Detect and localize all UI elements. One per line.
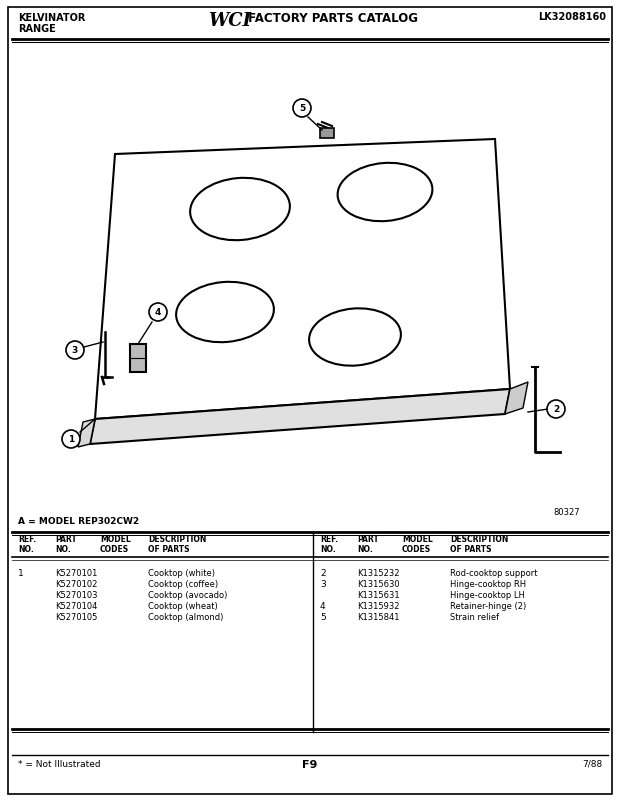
Ellipse shape [176,282,274,342]
Text: K1315630: K1315630 [357,579,400,588]
Text: A = MODEL REP302CW2: A = MODEL REP302CW2 [18,516,139,525]
Text: REF.
NO.: REF. NO. [320,534,338,553]
FancyBboxPatch shape [130,345,146,373]
Text: 3: 3 [72,346,78,354]
Text: * = Not Illustrated: * = Not Illustrated [18,759,100,768]
Circle shape [547,400,565,419]
Text: Cooktop (wheat): Cooktop (wheat) [148,602,218,610]
Text: FACTORY PARTS CATALOG: FACTORY PARTS CATALOG [244,12,418,25]
FancyBboxPatch shape [320,129,334,139]
Text: K5270105: K5270105 [55,612,97,622]
Text: K5270103: K5270103 [55,590,97,599]
Text: F9: F9 [303,759,317,769]
Text: 5: 5 [320,612,326,622]
Text: MODEL
CODES: MODEL CODES [100,534,131,553]
Text: PART
NO.: PART NO. [55,534,77,553]
Text: Cooktop (white): Cooktop (white) [148,569,215,577]
Text: Retainer-hinge (2): Retainer-hinge (2) [450,602,526,610]
Text: 4: 4 [155,308,161,317]
Text: K5270101: K5270101 [55,569,97,577]
Text: Hinge-cooktop RH: Hinge-cooktop RH [450,579,526,588]
Polygon shape [90,390,510,444]
Text: K5270102: K5270102 [55,579,97,588]
Text: PART
NO.: PART NO. [357,534,379,553]
Text: 2: 2 [320,569,326,577]
Text: 3: 3 [320,579,326,588]
Circle shape [293,100,311,118]
Text: Cooktop (coffee): Cooktop (coffee) [148,579,218,588]
Circle shape [62,431,80,448]
Text: MODEL
CODES: MODEL CODES [402,534,433,553]
Circle shape [149,304,167,322]
Circle shape [66,342,84,359]
Text: K1315232: K1315232 [357,569,399,577]
Text: 80327: 80327 [554,508,580,516]
Text: KELVINATOR: KELVINATOR [18,13,86,23]
Text: 4: 4 [320,602,326,610]
Text: DESCRIPTION
OF PARTS: DESCRIPTION OF PARTS [148,534,206,553]
FancyBboxPatch shape [8,8,612,794]
Ellipse shape [309,309,401,367]
Text: 1: 1 [18,569,24,577]
Text: 2: 2 [553,404,559,414]
Text: K1315932: K1315932 [357,602,399,610]
Polygon shape [505,383,528,415]
Text: K1315631: K1315631 [357,590,400,599]
Text: K1315841: K1315841 [357,612,399,622]
Ellipse shape [190,179,290,241]
Text: 7/88: 7/88 [582,759,602,768]
Text: Cooktop (avocado): Cooktop (avocado) [148,590,228,599]
Text: Hinge-cooktop LH: Hinge-cooktop LH [450,590,525,599]
Text: 5: 5 [299,104,305,113]
Text: RANGE: RANGE [18,24,56,34]
Text: 1: 1 [68,435,74,444]
Text: Cooktop (almond): Cooktop (almond) [148,612,223,622]
Text: LK32088160: LK32088160 [538,12,606,22]
Text: DESCRIPTION
OF PARTS: DESCRIPTION OF PARTS [450,534,508,553]
Text: REF.
NO.: REF. NO. [18,534,36,553]
Text: Rod-cooktop support: Rod-cooktop support [450,569,538,577]
Polygon shape [95,140,510,419]
Text: Strain relief: Strain relief [450,612,499,622]
Polygon shape [78,419,95,448]
Ellipse shape [338,164,432,222]
Text: WCI: WCI [208,12,251,30]
Text: K5270104: K5270104 [55,602,97,610]
